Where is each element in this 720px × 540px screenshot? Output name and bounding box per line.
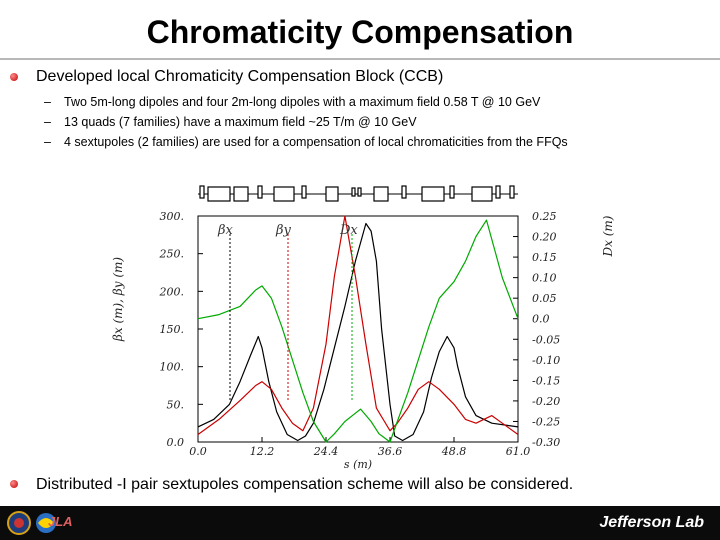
magnet-element [301,185,307,199]
bullet-distributed: Distributed -I pair sextupoles compensat… [36,476,574,493]
sub-item-dipoles: – Two 5m-long dipoles and four 2m-long di… [44,95,541,109]
magnet-element [325,186,339,202]
magnet-element [357,187,362,197]
dash-icon: – [44,135,51,149]
y-right-tick-label: -0.30 [532,436,560,449]
magnet-element [449,185,455,199]
magnet-element [207,186,231,202]
y-left-axis-label: βx (m), βy (m) [112,257,125,342]
y-left-tick-label: 150. [160,323,185,336]
magnet-element [233,186,249,202]
magnet-element [257,185,263,199]
dash-icon: – [44,95,51,109]
magnet-element [273,186,295,202]
magnet-element [373,186,389,202]
magnet-lattice-strip [198,185,518,202]
y-right-tick-label: 0.05 [532,292,557,305]
bullet-dot-icon [10,73,18,81]
sub-item-quads: –13 quads (7 families) have a maximum fi… [44,115,417,129]
y-right-tick-label: -0.10 [532,354,560,367]
bullet-ccb: Developed local Chromaticity Compensatio… [36,68,444,85]
magnet-element [495,185,501,199]
y-right-axis-label: Dx (m) [601,215,615,257]
x-tick-label: 61.0 [506,445,531,458]
y-right-tick-label: -0.20 [532,395,560,408]
axis-labels: s (m) βx (m), βy (m) Dx (m) [112,215,615,470]
legend-label: βx [217,223,234,238]
magnet-element [199,185,205,199]
y-right-tick-label: -0.25 [532,415,560,428]
y-right-tick-label: 0.20 [532,231,557,244]
footer-bar: JLA Jefferson Lab [0,506,720,540]
dash-icon: – [44,115,51,129]
y-right-tick-label: 0.25 [532,210,557,223]
series-line-Dx [197,219,519,443]
y-right-tick-label: 0.10 [532,272,557,285]
magnet-element [421,186,445,202]
y-right-tick-label: -0.15 [532,374,560,387]
legend-label: Dx [339,223,358,238]
magnet-element [351,187,356,197]
magnet-element [401,185,407,199]
slide-title: Chromaticity Compensation [146,14,574,50]
y-left-tick-label: 300. [160,210,185,223]
sub-item-sextupoles: –4 sextupoles (2 families) are used for … [44,135,568,149]
x-tick-label: 12.2 [250,445,275,458]
y-left-tick-label: 50. [167,398,185,411]
series-line-βy [197,215,519,435]
series-line-βx [197,222,519,442]
x-tick-label: 24.4 [313,445,339,458]
axis-ticks: 0.0 12.2 24.4 36.6 48.8 61.0 300. 250. 200. 150. 1… [159,210,561,458]
x-tick-label: 0.0 [189,445,207,458]
legend-label: βy [275,223,292,238]
lattice-optics-chart: 0.0 12.2 24.4 36.6 48.8 61.0 300. 250. 200. 150. 1… [112,185,615,470]
bullet-dot-icon [10,480,18,488]
partner-logos-icon [7,511,56,535]
y-left-tick-label: 100. [160,361,185,374]
curves: βx βy Dx [197,215,519,443]
y-left-tick-label: 250. [159,248,185,261]
magnet-element [471,186,493,202]
x-tick-label: 48.8 [441,445,467,458]
title-divider [0,58,720,60]
magnet-element [509,185,515,199]
footer-logo-text: JLA [48,514,73,529]
x-axis-label: s (m) [344,458,372,470]
y-right-tick-label: 0.0 [532,313,550,326]
jefferson-lab-logo: Jefferson Lab [599,514,704,531]
y-right-tick-label: 0.15 [532,251,557,264]
y-left-tick-label: 0.0 [167,436,185,449]
y-left-tick-label: 200. [159,285,185,298]
y-right-tick-label: -0.05 [532,333,560,346]
x-tick-label: 36.6 [378,445,403,458]
